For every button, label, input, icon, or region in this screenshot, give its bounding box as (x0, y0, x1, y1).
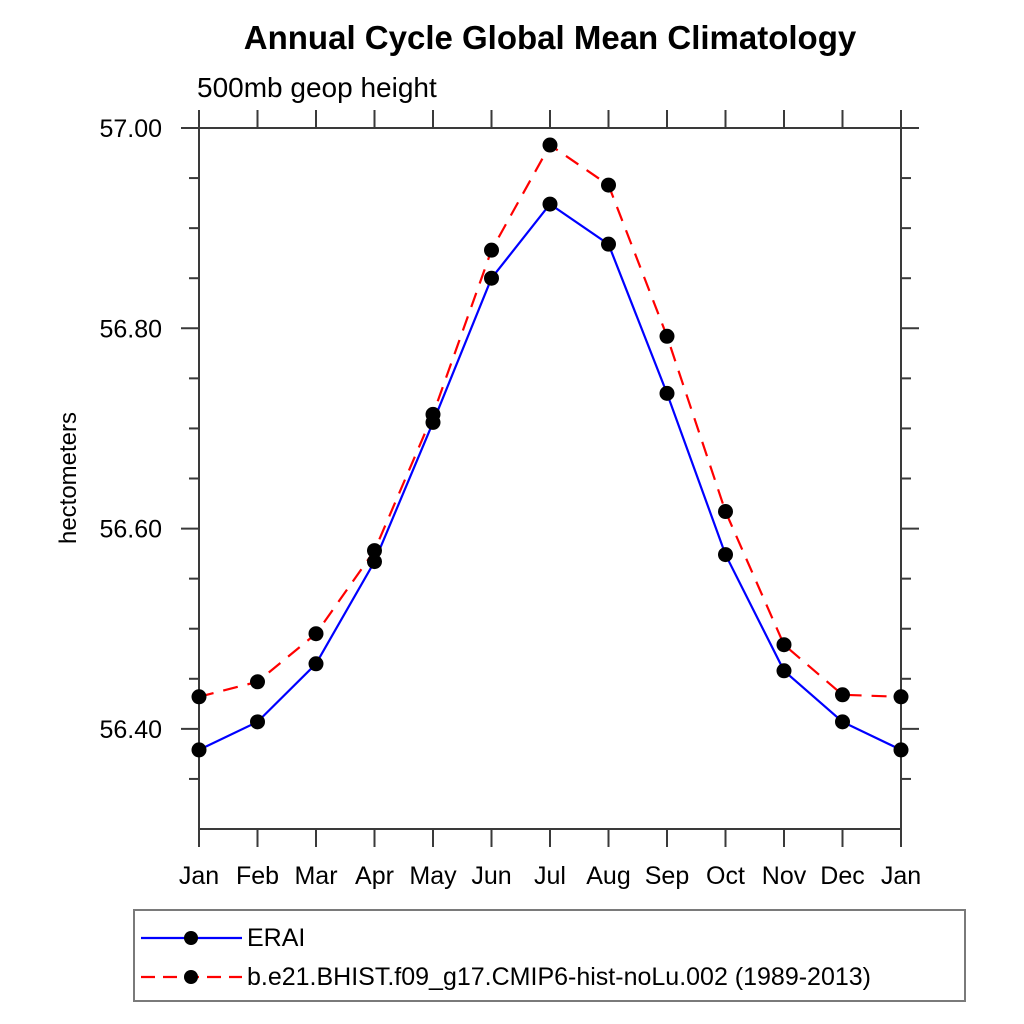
data-point-marker-model-dec-11 (835, 687, 850, 703)
data-point-marker-erai-nov-10 (776, 663, 792, 679)
x-tick-label: Apr (355, 862, 394, 890)
data-point-marker-erai-jun-5 (484, 270, 499, 286)
data-point-marker-model-nov-10 (776, 637, 792, 653)
x-tick-label: Jan (179, 862, 219, 890)
y-tick-label: 57.00 (99, 115, 162, 143)
x-tick-label: Sep (645, 862, 689, 890)
y-tick-label: 56.80 (99, 315, 162, 343)
legend-label-model: b.e21.BHIST.f09_g17.CMIP6-hist-noLu.002 … (247, 962, 871, 991)
x-tick-label: Oct (706, 862, 745, 890)
data-point-marker-erai-aug-7 (601, 236, 616, 252)
data-point-marker-erai-jul-6 (542, 196, 558, 212)
legend-item-model: b.e21.BHIST.f09_g17.CMIP6-hist-noLu.002 … (139, 963, 871, 991)
data-point-marker-model-jul-6 (542, 137, 558, 153)
data-point-marker-erai-jan-0 (191, 742, 207, 758)
x-tick-label: Jul (534, 862, 566, 890)
data-point-marker-model-jan-12 (893, 689, 909, 705)
data-point-marker-erai-feb-1 (250, 714, 265, 730)
data-point-marker-erai-mar-2 (308, 656, 324, 672)
y-tick-label: 56.40 (99, 716, 162, 744)
x-tick-label: Mar (294, 862, 337, 890)
data-point-marker-model-may-4 (425, 406, 441, 422)
data-point-marker-erai-sep-8 (659, 385, 675, 401)
x-tick-label: Feb (236, 862, 279, 890)
x-tick-label: May (409, 862, 457, 890)
series-line-model (198, 143, 902, 698)
data-point-marker-model-mar-2 (308, 626, 324, 642)
plot-frame (198, 127, 902, 830)
legend-item-erai: ERAI (139, 924, 305, 952)
data-point-marker-erai-apr-3 (367, 554, 382, 570)
data-point-marker-model-jun-5 (484, 242, 499, 258)
x-tick-label: Jun (471, 862, 511, 890)
x-tick-label: Dec (820, 862, 864, 890)
data-point-marker-model-sep-8 (659, 328, 675, 344)
x-tick-label: Aug (586, 862, 630, 890)
chart-subtitle: 500mb geop height (197, 72, 437, 103)
data-point-marker-model-jan-0 (191, 689, 207, 705)
legend-line-sample-solid (141, 931, 242, 945)
chart-title: Annual Cycle Global Mean Climatology (243, 19, 857, 56)
data-point-marker-erai-dec-11 (835, 714, 850, 730)
data-point-marker-model-feb-1 (250, 674, 265, 690)
legend-line-sample-dashed (141, 970, 242, 984)
legend-marker-icon (184, 970, 198, 984)
data-point-marker-erai-oct-9 (718, 547, 733, 563)
x-tick-label: Jan (881, 862, 921, 890)
data-point-marker-model-aug-7 (601, 177, 616, 193)
data-point-marker-erai-jan-12 (893, 742, 909, 758)
series-line-erai (198, 202, 902, 751)
x-tick-label: Nov (762, 862, 807, 890)
y-tick-label: 56.60 (99, 516, 162, 544)
legend-marker-icon (184, 931, 198, 945)
data-point-marker-model-apr-3 (367, 543, 382, 559)
legend-label-erai: ERAI (247, 923, 306, 952)
legend-box: ERAI b.e21.BHIST.f09_g17.CMIP6-hist-noLu… (133, 909, 966, 1002)
data-point-marker-model-oct-9 (718, 504, 733, 520)
